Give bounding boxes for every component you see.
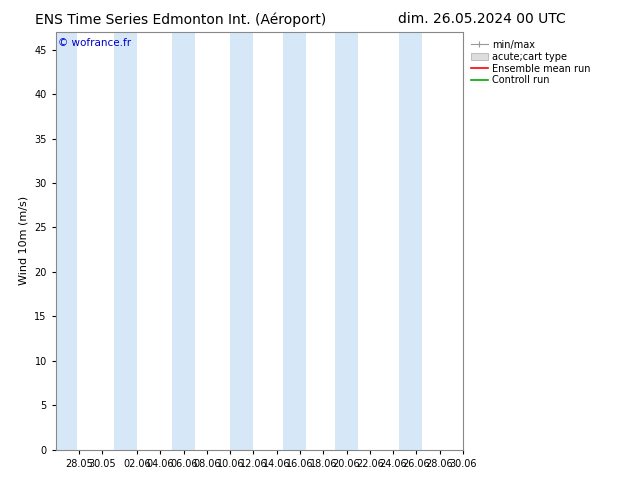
Bar <box>172 32 195 450</box>
Bar <box>230 32 254 450</box>
Bar <box>399 32 422 450</box>
Text: © wofrance.fr: © wofrance.fr <box>58 38 131 48</box>
Bar <box>335 32 358 450</box>
Bar <box>56 32 77 450</box>
Text: ENS Time Series Edmonton Int. (Aéroport): ENS Time Series Edmonton Int. (Aéroport) <box>35 12 327 27</box>
Text: dim. 26.05.2024 00 UTC: dim. 26.05.2024 00 UTC <box>398 12 566 26</box>
Bar <box>114 32 137 450</box>
Legend: min/max, acute;cart type, Ensemble mean run, Controll run: min/max, acute;cart type, Ensemble mean … <box>468 37 593 88</box>
Y-axis label: Wind 10m (m/s): Wind 10m (m/s) <box>19 196 29 285</box>
Bar <box>283 32 306 450</box>
